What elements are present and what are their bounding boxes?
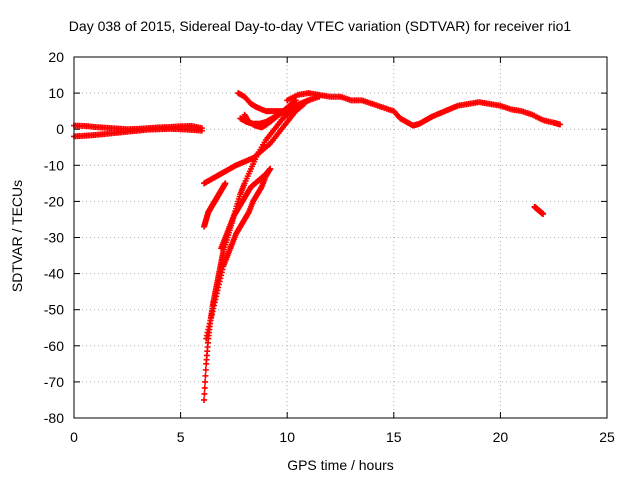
y-tick-label: -20 xyxy=(44,193,64,209)
x-tick-label: 20 xyxy=(493,429,509,445)
series-arc-mid-short xyxy=(201,180,229,230)
data-point xyxy=(201,390,208,397)
series-arc-short-late xyxy=(531,203,547,218)
series-arc-main xyxy=(284,90,564,129)
x-tick-label: 15 xyxy=(386,429,402,445)
y-tick-label: 0 xyxy=(56,121,64,137)
data-point xyxy=(202,366,209,373)
y-tick-label: -50 xyxy=(44,302,64,318)
y-tick-label: 20 xyxy=(48,49,64,65)
x-tick-label: 10 xyxy=(279,429,295,445)
y-tick-label: -80 xyxy=(44,410,64,426)
data-marks xyxy=(71,90,564,403)
grid xyxy=(74,57,607,418)
y-tick-label: -60 xyxy=(44,338,64,354)
chart-title: Day 038 of 2015, Sidereal Day-to-day VTE… xyxy=(68,18,572,34)
x-tick-label: 0 xyxy=(70,429,78,445)
data-point xyxy=(540,211,547,218)
data-point xyxy=(202,372,209,379)
y-tick-label: -30 xyxy=(44,230,64,246)
data-point xyxy=(282,108,289,115)
x-axis-label: GPS time / hours xyxy=(287,457,394,473)
x-tick-label: 25 xyxy=(599,429,615,445)
y-tick-label: 10 xyxy=(48,85,64,101)
series-arc-mid-upper xyxy=(201,100,308,187)
data-point xyxy=(305,97,312,104)
y-tick-label: -10 xyxy=(44,157,64,173)
x-tick-label: 5 xyxy=(177,429,185,445)
data-point xyxy=(202,378,209,385)
data-point xyxy=(201,384,208,391)
data-point xyxy=(201,396,208,403)
data-point xyxy=(222,180,229,187)
plot-frame xyxy=(73,56,608,419)
data-point xyxy=(198,127,205,134)
y-tick-label: -70 xyxy=(44,374,64,390)
axis-ticks: -80 -70 -60 -50 -40 -30 -20 -10 0 10 20 0 5 10 15 20 25 xyxy=(44,49,615,445)
data-point xyxy=(267,165,274,172)
series-arc-early-bottom xyxy=(71,125,205,140)
data-point xyxy=(557,121,564,128)
series-arc-steep-c xyxy=(218,165,274,252)
series-arc-hook-inner xyxy=(241,108,289,131)
y-tick-label: -40 xyxy=(44,266,64,282)
